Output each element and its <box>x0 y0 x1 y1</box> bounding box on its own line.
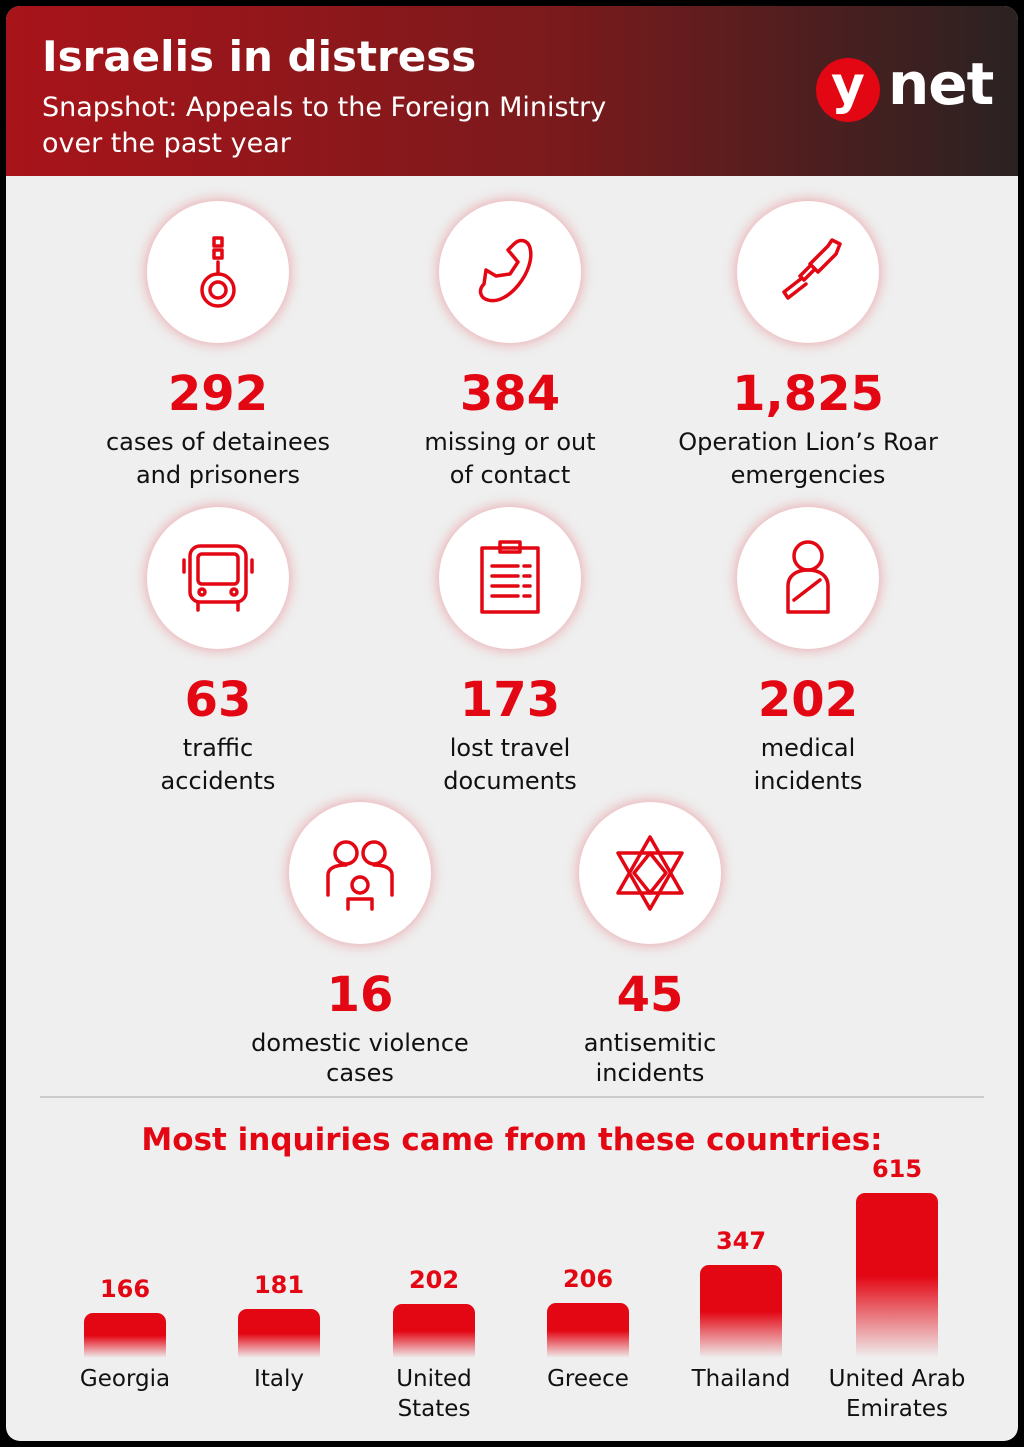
stat-value: 16 <box>326 967 394 1023</box>
bar <box>238 1309 320 1358</box>
icon-circle <box>289 802 431 944</box>
stat-label: emergencies <box>730 461 886 489</box>
bar <box>84 1313 166 1358</box>
title: Israelis in distress <box>42 32 477 81</box>
stat-label: traffic <box>182 734 254 762</box>
icon <box>616 835 684 911</box>
stat-label: incidents <box>595 1059 705 1087</box>
value-label: 347 <box>715 1226 767 1255</box>
stat-label: domestic violence <box>251 1029 469 1057</box>
stat-label: antisemitic <box>583 1029 717 1057</box>
value-label: 202 <box>408 1265 460 1294</box>
stat-value: 292 <box>167 366 269 422</box>
icon <box>786 540 830 614</box>
stat-label: documents <box>443 767 577 795</box>
stat-label: lost travel <box>449 734 571 762</box>
category-label: Thailand <box>691 1366 791 1392</box>
icon-circle <box>439 507 581 649</box>
category-label: United Arab Emirates <box>828 1366 966 1422</box>
stat-label: cases <box>326 1059 394 1087</box>
icon <box>326 840 394 911</box>
stat-label: cases of detainees <box>105 428 331 456</box>
subtitle: Snapshot: Appeals to the Foreign Ministr… <box>42 92 607 123</box>
icon <box>478 238 533 303</box>
icon <box>200 236 236 308</box>
icon-circle <box>147 507 289 649</box>
icon-circle <box>737 507 879 649</box>
bar <box>856 1193 938 1358</box>
header: Israelis in distress Snapshot: Appeals t… <box>6 6 1018 176</box>
value-label: 615 <box>871 1155 923 1183</box>
category-label: Georgia <box>79 1366 171 1392</box>
divider <box>40 1096 984 1098</box>
logo: y <box>816 58 880 122</box>
chart-title: Most inquiries came from these countries… <box>141 1122 883 1158</box>
stat-value: 384 <box>459 366 561 422</box>
stat-label: missing or out <box>424 428 596 456</box>
icon-circle <box>439 201 581 343</box>
value-label: 181 <box>253 1271 305 1300</box>
stat-value: 173 <box>459 672 561 728</box>
logo: net <box>888 50 994 118</box>
stat-label: accidents <box>160 767 276 795</box>
stat-label: and prisoners <box>135 461 301 489</box>
stat-value: 1,825 <box>732 366 884 422</box>
category-label: Italy <box>254 1366 304 1392</box>
icon-circle <box>147 201 289 343</box>
icon <box>182 544 254 612</box>
stat-label: Operation Lion’s Roar <box>678 428 938 456</box>
bar <box>700 1264 782 1358</box>
icon-circle <box>737 201 879 343</box>
stat-label: incidents <box>753 767 863 795</box>
subtitle: over the past year <box>42 128 291 159</box>
card: Israelis in distress Snapshot: Appeals t… <box>6 6 1018 1441</box>
value-label: 206 <box>562 1264 614 1293</box>
category-label: United States <box>396 1366 472 1422</box>
stat-value: 45 <box>616 967 684 1023</box>
bar <box>393 1303 475 1358</box>
stat-value: 63 <box>184 672 252 728</box>
icon-circle <box>579 802 721 944</box>
icon <box>480 540 540 614</box>
category-label: Greece <box>547 1366 629 1392</box>
bar <box>547 1302 629 1358</box>
value-label: 166 <box>99 1275 151 1304</box>
stat-label: of contact <box>449 461 571 489</box>
icon <box>782 238 842 300</box>
stat-value: 202 <box>757 672 859 728</box>
stat-label: medical <box>760 734 856 762</box>
